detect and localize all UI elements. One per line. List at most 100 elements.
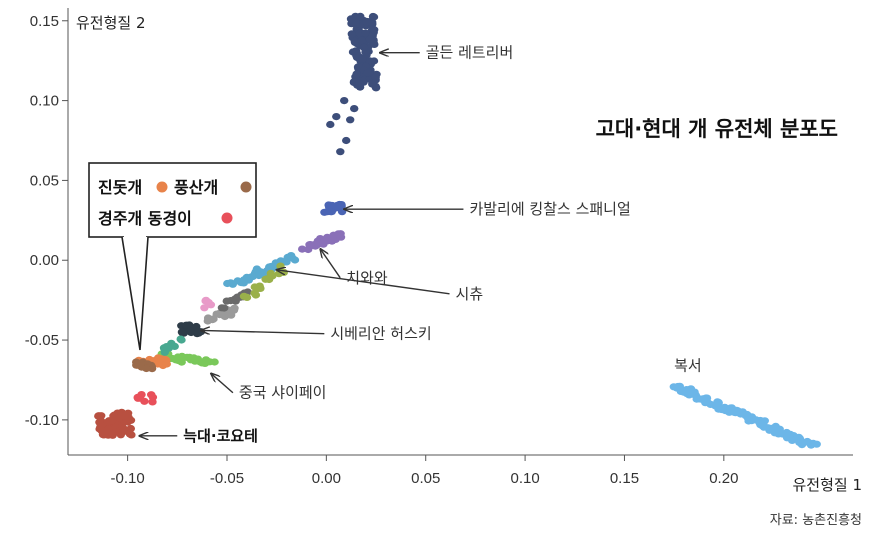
- point-series-1: [326, 208, 335, 216]
- y-axis-title: 유전형질 2: [76, 14, 146, 32]
- point-series-0: [350, 37, 359, 46]
- legend: 진돗개 풍산개 경주개 동경이: [88, 162, 257, 351]
- annotation-arrow-2: [320, 249, 341, 279]
- point-series-4: [177, 328, 187, 336]
- point-series-misc-13: [268, 272, 277, 280]
- point-series-0: [368, 78, 377, 86]
- annotation-label-5: 중국 샤이페이: [239, 384, 327, 402]
- x-tick-label: 0.15: [610, 470, 639, 487]
- x-tick-label: 0.05: [411, 470, 440, 487]
- point-series-6: [114, 414, 124, 422]
- point-series-7: [788, 436, 797, 444]
- point-series-0: [340, 97, 349, 105]
- point-series-10: [133, 394, 143, 402]
- point-series-7: [812, 440, 821, 448]
- x-tick-label: 0.00: [312, 470, 341, 487]
- point-series-0: [362, 18, 371, 26]
- point-series-0: [347, 30, 356, 38]
- point-series-6: [119, 424, 128, 433]
- point-series-3: [256, 268, 265, 276]
- point-series-misc-12: [217, 304, 227, 312]
- point-series-3: [286, 252, 296, 260]
- point-series-1: [326, 201, 335, 209]
- point-series-0: [342, 136, 351, 145]
- point-series-0: [370, 40, 379, 49]
- legend-label-jindo: 진돗개: [98, 178, 142, 197]
- point-series-6: [99, 431, 109, 439]
- legend-box: [88, 162, 257, 238]
- x-tick-label: 0.20: [709, 470, 738, 487]
- point-series-0: [369, 57, 379, 65]
- point-series-1: [320, 208, 329, 216]
- point-series-10: [147, 391, 156, 399]
- legend-marker-jindo: [156, 181, 168, 193]
- annotation-label-4: 시베리안 허스키: [330, 325, 431, 343]
- legend-marker-pungsan: [240, 181, 252, 193]
- legend-pointer: [121, 236, 149, 351]
- x-tick-label: -0.05: [210, 470, 244, 487]
- annotation-arrow-4: [201, 330, 325, 333]
- annotation-label-0: 골든 레트리버: [426, 44, 514, 62]
- point-series-6: [107, 417, 116, 425]
- point-series-5: [177, 358, 186, 366]
- point-series-10: [140, 397, 149, 405]
- y-tick-label: 0.10: [30, 93, 59, 110]
- point-series-10: [148, 398, 157, 406]
- point-series-4: [186, 327, 195, 335]
- point-series-misc-15: [170, 342, 179, 350]
- point-series-0: [356, 12, 365, 20]
- legend-marker-donggyeong: [221, 212, 233, 224]
- point-series-6: [94, 412, 103, 420]
- y-tick-label: 0.05: [30, 172, 59, 189]
- point-series-6: [125, 430, 135, 438]
- point-series-misc-11: [208, 316, 217, 324]
- point-series-misc-13: [276, 262, 285, 270]
- point-series-0: [371, 73, 380, 81]
- chart-title: 고대·현대 개 유전체 분포도: [596, 117, 838, 141]
- annotation-label-7: 복서: [674, 357, 702, 375]
- point-series-0: [363, 69, 372, 77]
- point-series-0: [358, 55, 367, 63]
- point-series-6: [126, 424, 135, 433]
- point-series-0: [365, 35, 375, 44]
- point-series-misc-13: [251, 291, 261, 299]
- point-series-8: [162, 360, 171, 368]
- point-series-2: [298, 245, 307, 253]
- annotation-arrow-3: [277, 270, 450, 295]
- point-series-4: [182, 321, 191, 329]
- annotation-label-2: 치와와: [346, 269, 388, 287]
- source-note: 자료: 농촌진흥청: [770, 513, 862, 528]
- point-series-0: [369, 13, 379, 21]
- point-series-7: [786, 430, 795, 438]
- annotation-arrow-5: [211, 374, 234, 394]
- point-series-0: [350, 105, 359, 113]
- point-series-0: [357, 36, 366, 45]
- x-tick-label: -0.10: [111, 470, 145, 487]
- point-series-0: [336, 148, 345, 156]
- point-series-0: [361, 29, 370, 37]
- x-axis-title: 유전형질 1: [792, 476, 862, 494]
- point-series-7: [747, 417, 756, 425]
- point-series-9: [142, 364, 151, 373]
- y-tick-label: 0.00: [30, 252, 59, 269]
- y-tick-label: -0.10: [25, 412, 59, 429]
- point-series-6: [124, 413, 133, 421]
- point-series-0: [355, 79, 364, 87]
- y-tick-label: 0.15: [30, 13, 59, 30]
- legend-label-donggyeong: 경주개 동경이: [98, 209, 192, 228]
- point-series-0: [350, 47, 360, 55]
- point-series-2: [336, 233, 346, 241]
- annotation-label-1: 카발리에 킹찰스 스패니얼: [469, 200, 630, 218]
- point-series-0: [370, 26, 379, 34]
- point-series-0: [332, 113, 341, 121]
- point-series-misc-14: [204, 298, 213, 307]
- point-series-5: [210, 358, 219, 366]
- annotation-label-6: 늑대·코요테: [183, 427, 258, 445]
- legend-label-pungsan: 풍산개: [174, 178, 218, 197]
- y-tick-label: -0.05: [25, 332, 59, 349]
- point-series-0: [352, 70, 361, 78]
- point-series-misc-11: [212, 310, 221, 318]
- point-series-4: [193, 327, 202, 335]
